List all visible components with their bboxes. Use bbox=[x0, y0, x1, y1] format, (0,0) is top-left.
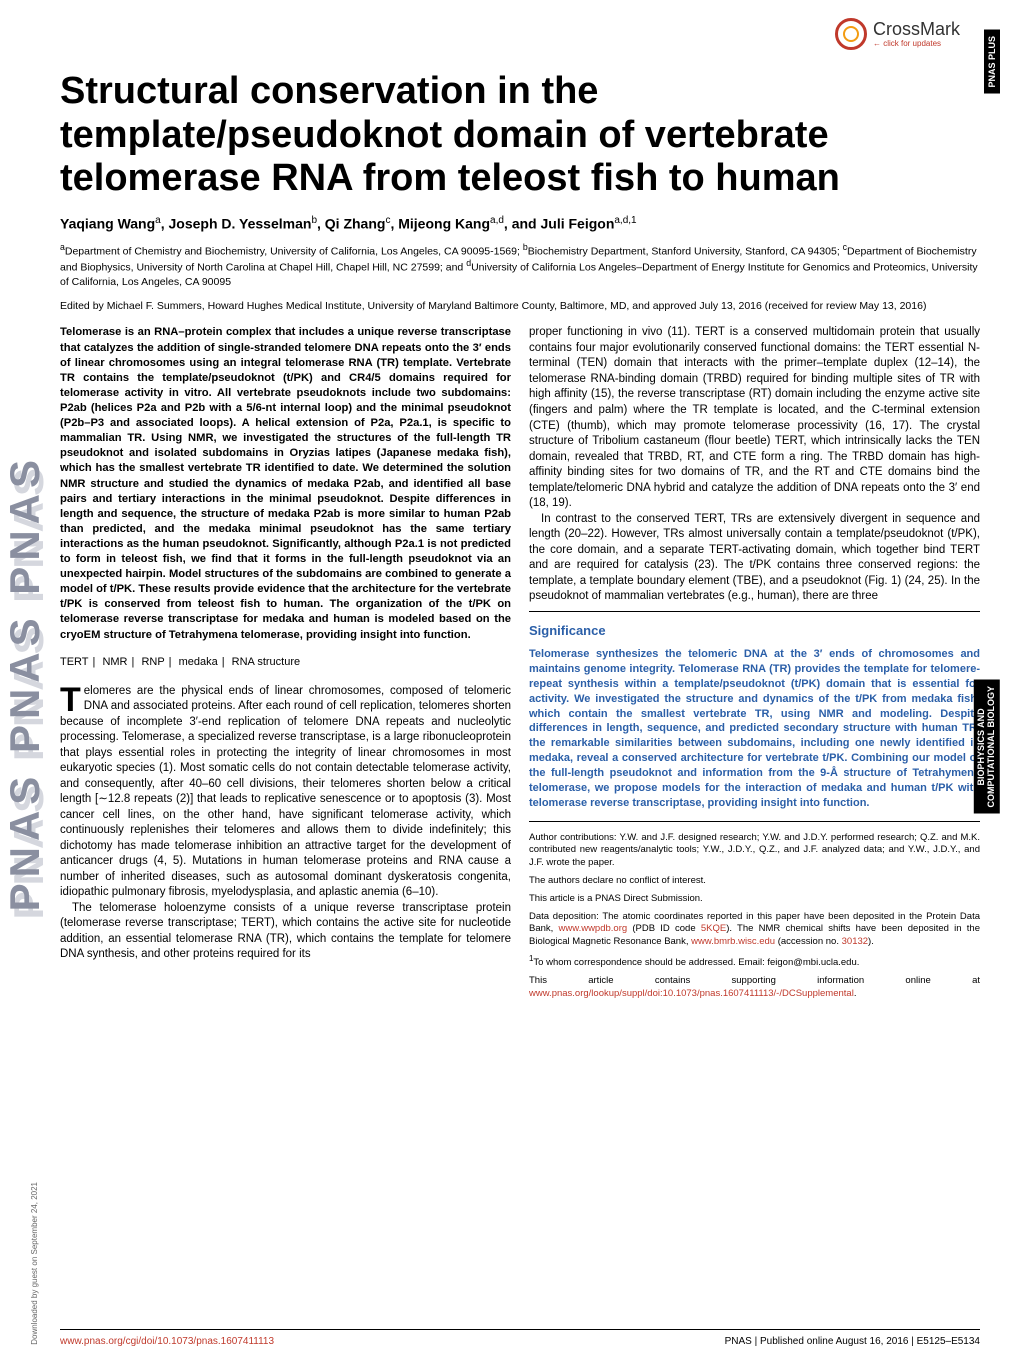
footer-right: PNAS | Published online August 16, 2016 … bbox=[725, 1336, 980, 1347]
fn-contrib: Author contributions: Y.W. and J.F. desi… bbox=[529, 832, 980, 870]
two-column-body: Telomerase is an RNA–protein complex tha… bbox=[60, 325, 980, 1005]
body-text-right: proper functioning in vivo (11). TERT is… bbox=[529, 325, 980, 604]
crossmark-badge[interactable]: CrossMark ← click for updates bbox=[835, 18, 960, 50]
crossmark-text: CrossMark ← click for updates bbox=[873, 20, 960, 49]
fn-conflict: The authors declare no conflict of inter… bbox=[529, 875, 980, 888]
kw: RNA structure bbox=[232, 656, 300, 668]
side-label-bio: BIOPHYSICS AND COMPUTATIONAL BIOLOGY bbox=[974, 680, 1000, 814]
spine-text: PNAS PNAS PNAS bbox=[1, 454, 49, 911]
kw: medaka bbox=[179, 656, 218, 668]
side-label-plus: PNAS PLUS bbox=[984, 30, 1000, 94]
abstract: Telomerase is an RNA–protein complex tha… bbox=[60, 325, 511, 642]
significance-box: Significance Telomerase synthesizes the … bbox=[529, 611, 980, 822]
body-text-left: Telomeres are the physical ends of linea… bbox=[60, 684, 511, 963]
para-r2: In contrast to the conserved TERT, TRs a… bbox=[529, 512, 980, 605]
keywords: TERT| NMR| RNP| medaka| RNA structure bbox=[60, 655, 511, 670]
left-column: Telomerase is an RNA–protein complex tha… bbox=[60, 325, 511, 1005]
para1: elomeres are the physical ends of linear… bbox=[60, 685, 511, 899]
author-list: Yaqiang Wanga, Joseph D. Yesselmanb, Qi … bbox=[60, 215, 980, 232]
kw: NMR bbox=[102, 656, 127, 668]
page-footer: www.pnas.org/cgi/doi/10.1073/pnas.160741… bbox=[60, 1329, 980, 1347]
right-column: proper functioning in vivo (11). TERT is… bbox=[529, 325, 980, 1005]
kw: TERT bbox=[60, 656, 89, 668]
fn-deposit: Data deposition: The atomic coordinates … bbox=[529, 911, 980, 949]
article-title: Structural conservation in the template/… bbox=[60, 70, 980, 201]
page-content: Structural conservation in the template/… bbox=[60, 0, 980, 1006]
dropcap: T bbox=[60, 684, 84, 715]
pnas-spine: PNAS PNAS PNAS PNAS PNAS PNAS bbox=[0, 0, 50, 1365]
fn-corr: 1To whom correspondence should be addres… bbox=[529, 954, 980, 970]
download-note: Downloaded by guest on September 24, 202… bbox=[30, 1182, 39, 1345]
para2: The telomerase holoenzyme consists of a … bbox=[60, 901, 511, 963]
significance-heading: Significance bbox=[529, 622, 980, 640]
crossmark-label: CrossMark bbox=[873, 20, 960, 40]
fn-supp: This article contains supporting informa… bbox=[529, 975, 980, 1001]
affiliations: aDepartment of Chemistry and Biochemistr… bbox=[60, 242, 980, 290]
edited-by: Edited by Michael F. Summers, Howard Hug… bbox=[60, 299, 980, 313]
fn-direct: This article is a PNAS Direct Submission… bbox=[529, 893, 980, 906]
footer-left[interactable]: www.pnas.org/cgi/doi/10.1073/pnas.160741… bbox=[60, 1336, 274, 1347]
footnotes: Author contributions: Y.W. and J.F. desi… bbox=[529, 832, 980, 1001]
significance-text: Telomerase synthesizes the telomeric DNA… bbox=[529, 647, 980, 810]
crossmark-icon bbox=[835, 18, 867, 50]
kw: RNP bbox=[141, 656, 164, 668]
crossmark-sub: ← click for updates bbox=[873, 40, 960, 49]
para-r1: proper functioning in vivo (11). TERT is… bbox=[529, 325, 980, 511]
